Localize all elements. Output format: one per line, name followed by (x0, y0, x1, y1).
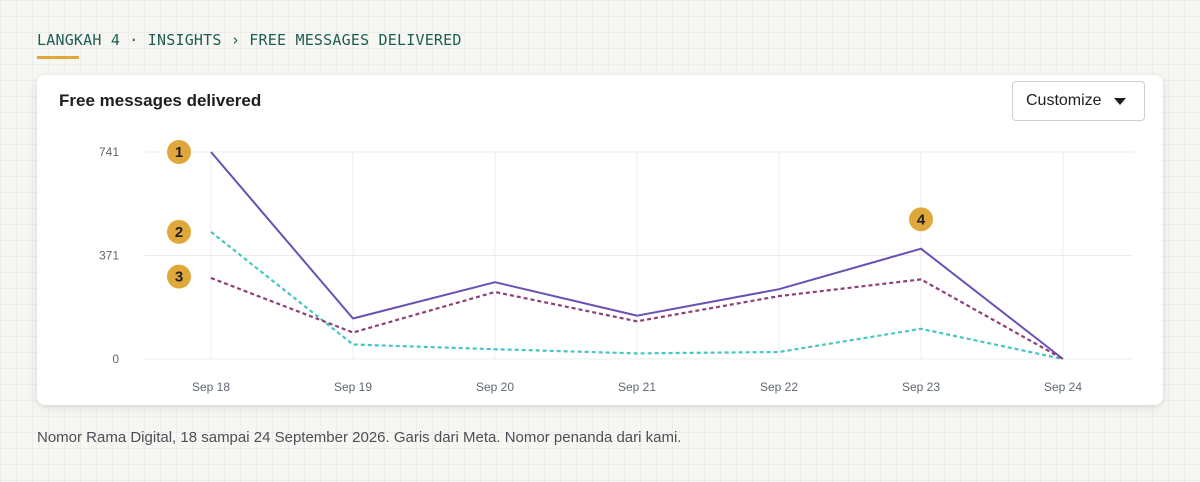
caret-down-icon (1113, 97, 1126, 105)
marker-circle (167, 219, 191, 244)
marker-badge: 4 (909, 207, 933, 232)
marker-badge: 2 (167, 219, 191, 244)
x-tick-label: Sep 23 (902, 380, 940, 394)
x-tick-label: Sep 24 (1044, 380, 1082, 394)
series-line-2 (210, 231, 1064, 361)
marker-label: 3 (175, 269, 183, 286)
series-line-1 (210, 151, 1064, 360)
chart-card: Free messages delivered Customize 741 371… (37, 75, 1163, 405)
marker-circle (167, 140, 191, 164)
marker-label: 4 (917, 211, 926, 228)
y-tick-label: 371 (99, 249, 119, 263)
customize-button[interactable]: Customize (1012, 81, 1145, 121)
series-line-3 (210, 276, 1064, 360)
y-tick-label: 0 (112, 352, 119, 366)
marker-circle (909, 207, 933, 232)
marker-badge: 3 (167, 264, 191, 289)
x-tick-label: Sep 20 (476, 380, 514, 394)
line-chart: 741 371 0 Sep 18 Sep 19 Sep 20 Sep 21 Sep 22 Sep… (99, 140, 1133, 394)
customize-label: Customize (1026, 92, 1102, 109)
chart-title: Free messages delivered (59, 91, 262, 110)
marker-badge: 1 (167, 140, 191, 164)
x-tick-label: Sep 19 (334, 380, 372, 394)
breadcrumb: LANGKAH 4 · INSIGHTS › FREE MESSAGES DEL… (37, 31, 462, 49)
footnote: Nomor Rama Digital, 18 sampai 24 Septemb… (37, 429, 682, 446)
y-tick-label: 741 (99, 145, 119, 159)
marker-circle (167, 264, 191, 289)
x-tick-label: Sep 21 (618, 380, 656, 394)
x-tick-label: Sep 22 (760, 380, 798, 394)
marker-label: 2 (175, 224, 183, 241)
x-tick-label: Sep 18 (192, 380, 230, 394)
marker-label: 1 (175, 144, 183, 161)
breadcrumb-underline (37, 56, 79, 59)
